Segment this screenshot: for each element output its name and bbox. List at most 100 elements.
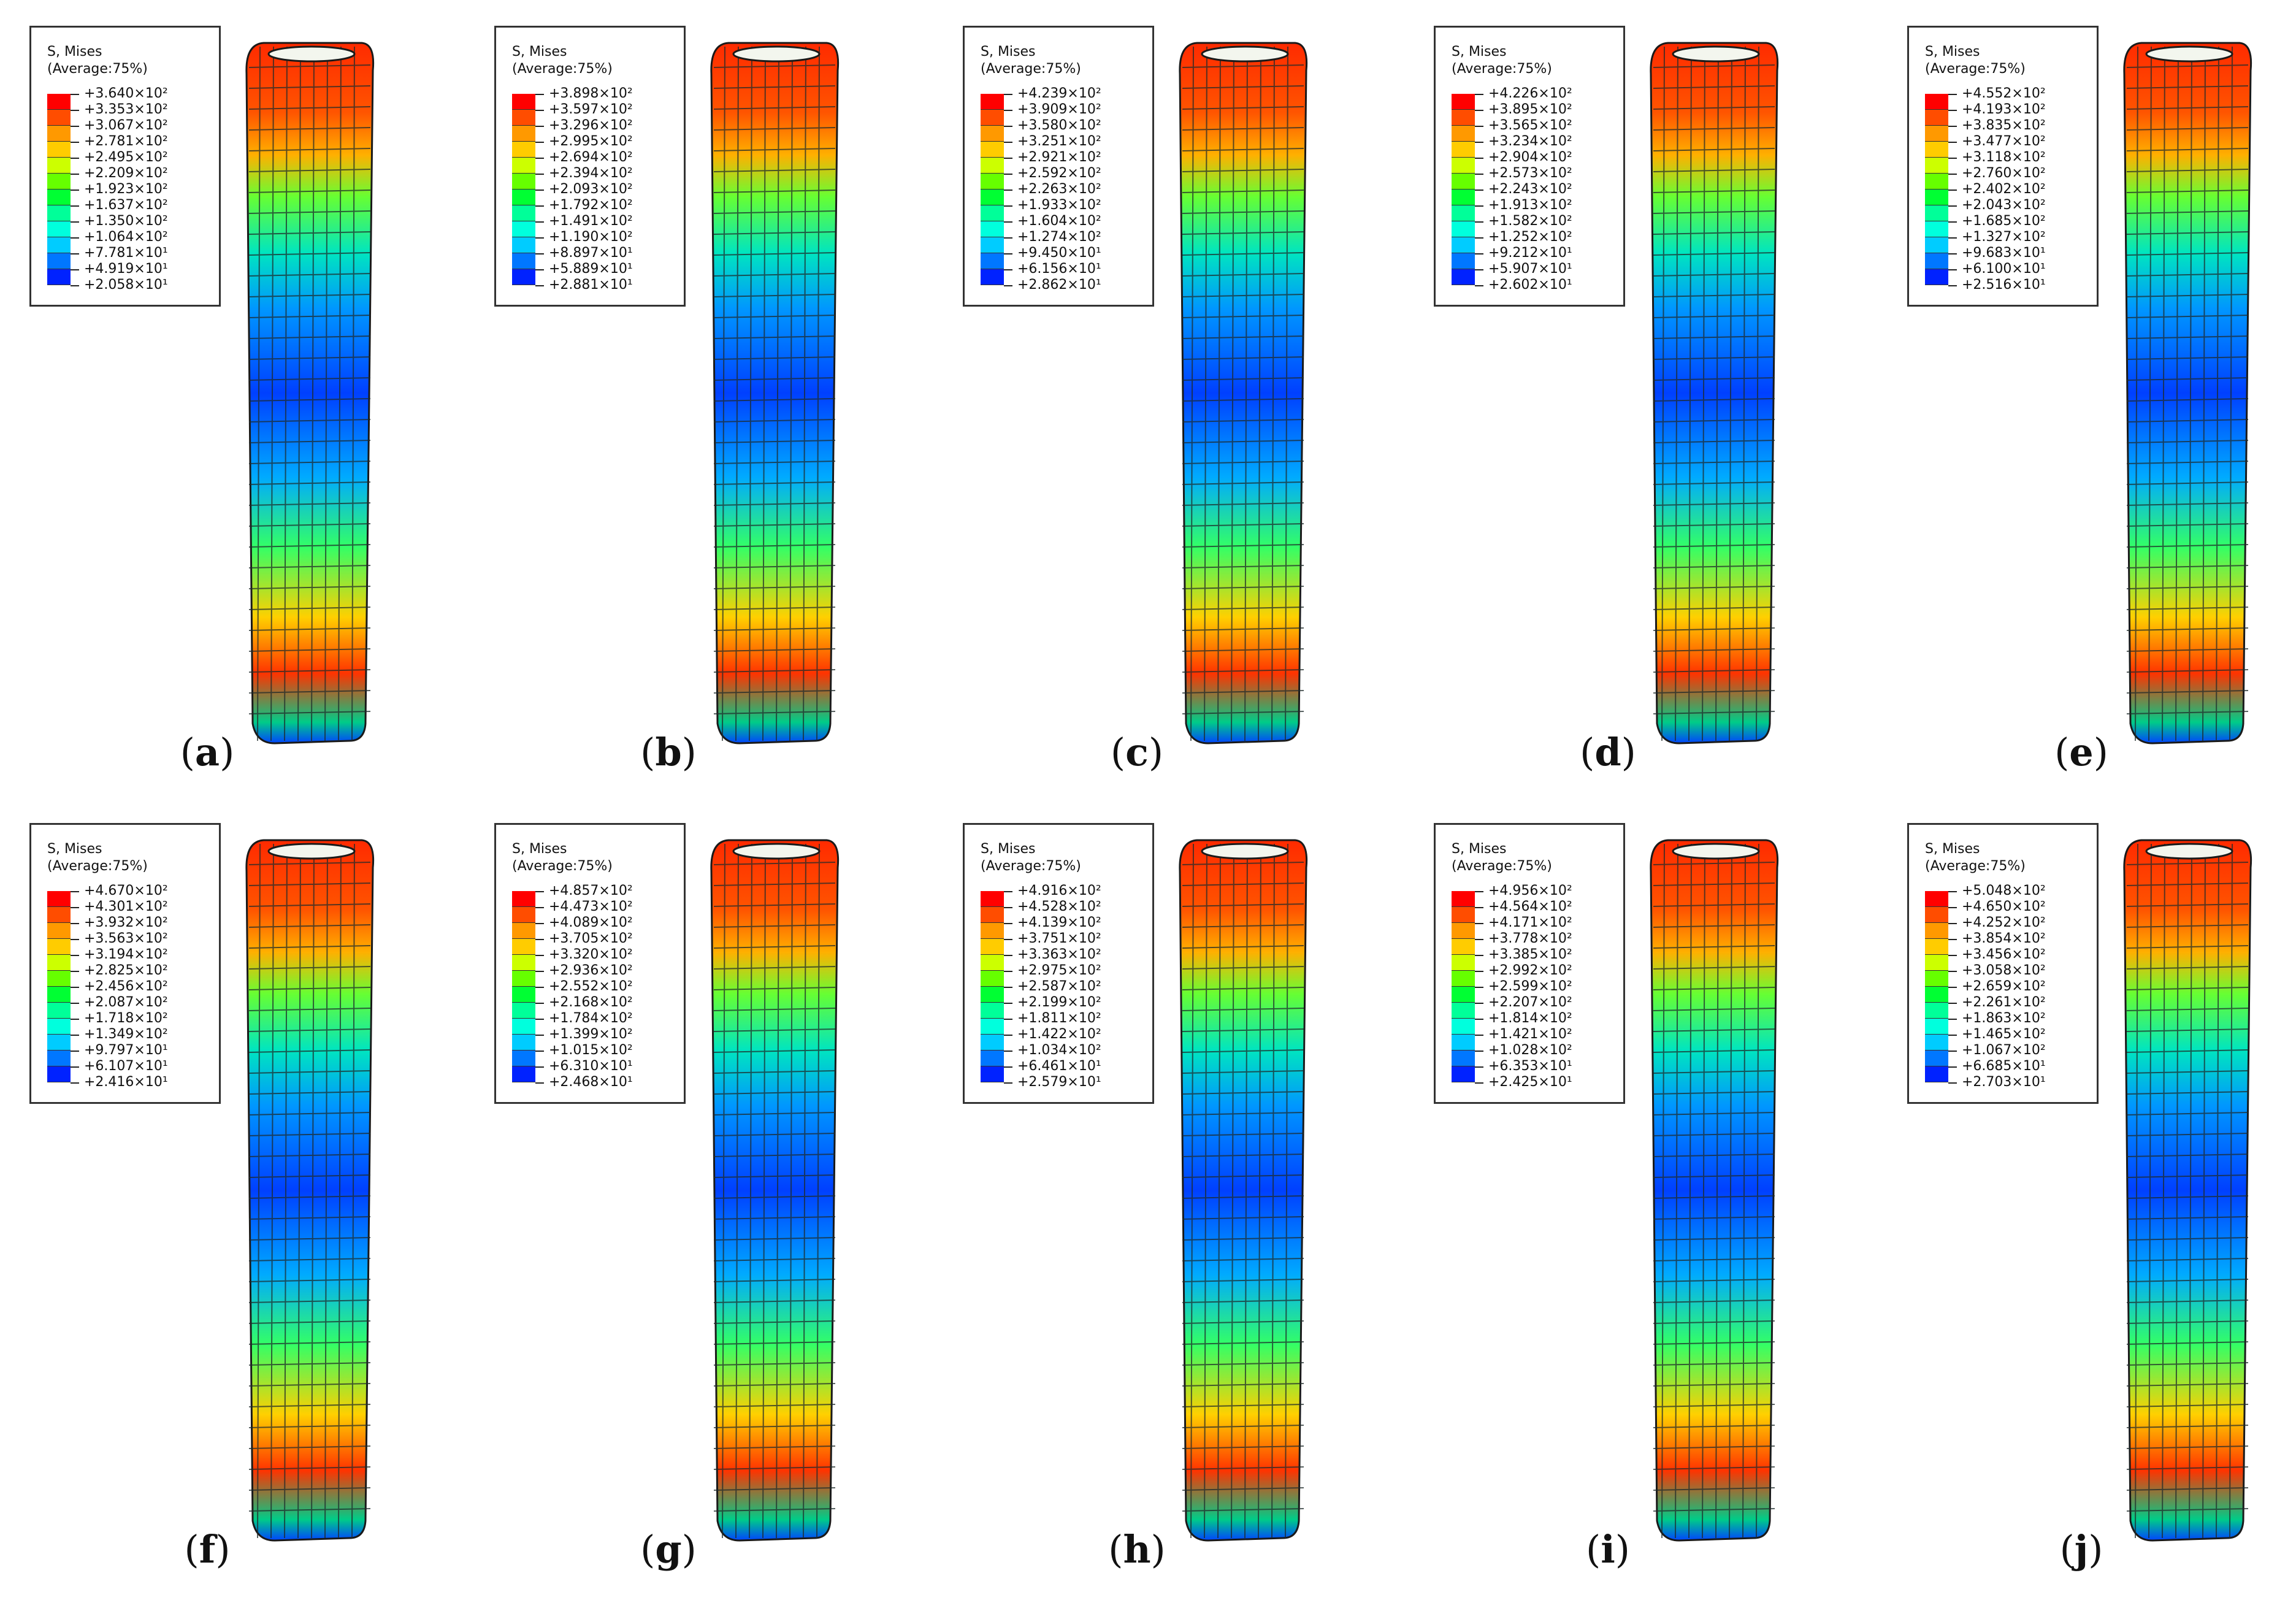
legend-tick xyxy=(1948,1003,1957,1004)
beam-body xyxy=(2123,42,2252,744)
legend-tick xyxy=(71,221,79,223)
legend-tick xyxy=(1475,205,1483,207)
legend-value: +1.582×10² xyxy=(1488,213,1572,229)
legend-swatch xyxy=(512,126,535,142)
caption-close-paren: ) xyxy=(1150,1527,1166,1572)
stress-contour-beam xyxy=(710,42,840,744)
legend-tick xyxy=(71,110,79,111)
mesh-grid xyxy=(713,46,836,741)
legend-swatch xyxy=(512,174,535,189)
legend-value: +3.597×10² xyxy=(549,102,633,117)
legend-tick xyxy=(1948,939,1957,940)
panel-g: S, Mises (Average:75%) +4.857×10² +4.473×10… xyxy=(465,797,924,1594)
legend-value: +3.909×10² xyxy=(1017,102,1101,117)
legend-swatch xyxy=(1925,1003,1948,1019)
legend-value: +3.932×10² xyxy=(84,915,168,930)
legend-swatch xyxy=(1925,142,1948,158)
caption-letter: a xyxy=(194,730,220,775)
legend-swatch xyxy=(1452,1051,1475,1066)
legend-swatch xyxy=(981,1066,1004,1082)
legend-tick xyxy=(71,158,79,159)
beam-opening xyxy=(1201,45,1289,63)
legend-tick xyxy=(1004,269,1012,270)
caption-letter: b xyxy=(655,730,682,775)
legend-swatch xyxy=(1452,955,1475,971)
panel-caption: (b) xyxy=(607,730,730,775)
beam-body xyxy=(245,42,375,744)
legend-swatch xyxy=(512,205,535,221)
legend-subtitle: (Average:75%) xyxy=(1452,61,1552,77)
legend-value: +2.456×10² xyxy=(84,979,168,994)
beam-body xyxy=(1650,839,1779,1542)
caption-close-paren: ) xyxy=(2093,730,2108,775)
legend-tick xyxy=(1948,285,1957,286)
legend-swatch xyxy=(981,205,1004,221)
mesh-grid xyxy=(713,843,836,1539)
caption-letter: h xyxy=(1123,1527,1151,1572)
legend-tick xyxy=(535,1035,544,1036)
legend-tick xyxy=(1948,923,1957,924)
legend-value: +1.349×10² xyxy=(84,1027,168,1042)
legend-swatch xyxy=(1452,110,1475,126)
legend-value: +1.913×10² xyxy=(1488,197,1572,213)
legend-swatch xyxy=(1925,1066,1948,1082)
legend-box: S, Mises (Average:75%) +4.956×10² +4.564×10… xyxy=(1434,823,1625,1104)
legend-value: +2.207×10² xyxy=(1488,995,1572,1010)
legend-tick xyxy=(535,221,544,223)
legend-tick xyxy=(1004,939,1012,940)
legend-tick xyxy=(1948,189,1957,191)
caption-close-paren: ) xyxy=(220,730,235,775)
legend-value: +2.394×10² xyxy=(549,166,633,181)
stress-contour-beam xyxy=(2123,42,2252,744)
legend-value: +2.995×10² xyxy=(549,134,633,149)
legend-tick xyxy=(1948,907,1957,908)
legend-value: +3.296×10² xyxy=(549,118,633,133)
legend-value: +2.416×10¹ xyxy=(84,1074,168,1090)
legend-tick xyxy=(71,987,79,988)
legend-swatch xyxy=(1925,126,1948,142)
legend-swatch xyxy=(512,907,535,923)
legend-swatch xyxy=(1925,939,1948,955)
stress-contour-beam xyxy=(1179,42,1308,744)
beam-opening xyxy=(1672,45,1760,63)
legend-swatch xyxy=(981,174,1004,189)
legend-swatch xyxy=(1452,126,1475,142)
legend-tick xyxy=(535,955,544,956)
legend-swatch xyxy=(512,1051,535,1066)
legend-tick xyxy=(535,891,544,892)
legend-tick xyxy=(535,907,544,908)
legend-tick xyxy=(1475,126,1483,127)
legend-value: +1.015×10² xyxy=(549,1043,633,1058)
legend-value: +3.898×10² xyxy=(549,86,633,101)
mesh-grid xyxy=(1653,843,1775,1539)
legend-value: +2.468×10¹ xyxy=(549,1074,633,1090)
legend-swatch xyxy=(47,221,71,237)
legend-title: S, Mises xyxy=(1925,841,1980,857)
legend-swatch xyxy=(1925,987,1948,1003)
legend-value: +6.310×10¹ xyxy=(549,1058,633,1074)
legend-swatch xyxy=(1452,221,1475,237)
legend-tick xyxy=(71,253,79,255)
panel-d: S, Mises (Average:75%) +4.226×10² +3.895×10… xyxy=(1404,0,1863,797)
legend-value: +1.923×10² xyxy=(84,182,168,197)
legend-box: S, Mises (Average:75%) +4.916×10² +4.528×10… xyxy=(963,823,1154,1104)
caption-open-paren: ( xyxy=(1580,730,1595,775)
legend-swatch xyxy=(1925,253,1948,269)
legend-tick xyxy=(1948,1051,1957,1052)
stress-contour-beam xyxy=(1179,839,1308,1542)
legend-swatch xyxy=(981,110,1004,126)
legend-tick xyxy=(1475,110,1483,111)
stress-contour-beam xyxy=(245,42,375,744)
legend-swatch xyxy=(47,174,71,189)
legend-tick xyxy=(71,971,79,972)
legend-value: +4.528×10² xyxy=(1017,899,1101,914)
legend-value: +2.921×10² xyxy=(1017,150,1101,165)
beam-opening xyxy=(732,45,821,63)
legend-swatch xyxy=(512,221,535,237)
legend-value: +2.592×10² xyxy=(1017,166,1101,181)
legend-value: +2.573×10² xyxy=(1488,166,1572,181)
legend-value: +3.854×10² xyxy=(1962,931,2046,946)
legend-swatch xyxy=(512,1066,535,1082)
legend-tick xyxy=(1004,1066,1012,1068)
legend-swatch xyxy=(1452,237,1475,253)
